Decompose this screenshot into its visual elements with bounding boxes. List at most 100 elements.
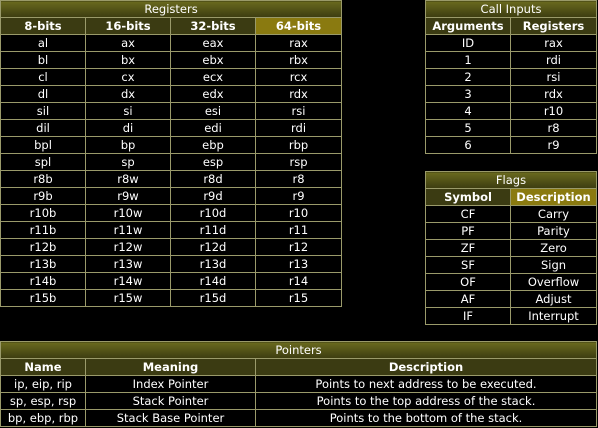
register-64bit-cell: r13: [254, 255, 343, 273]
register-row: al ax eax rax: [0, 34, 343, 52]
call-inputs-header-registers: Registers: [510, 17, 597, 35]
register-8bit-cell: r12b: [0, 238, 86, 256]
register-16bit-cell: r13w: [85, 255, 171, 273]
register-64bit-cell: rsp: [254, 153, 343, 171]
register-8bit-cell: bl: [0, 51, 86, 69]
register-row: r14b r14w r14d r14: [0, 272, 343, 290]
pointer-row: ip, eip, rip Index Pointer Points to next …: [0, 375, 598, 393]
registers-table: Registers 8-bits 16-bits 32-bits 64-bits…: [0, 0, 343, 307]
register-16bit-cell: r8w: [85, 170, 171, 188]
pointers-body: ip, eip, rip Index Pointer Points to next …: [0, 375, 598, 427]
flag-symbol-cell: SF: [425, 256, 511, 274]
register-32bit-cell: r14d: [170, 272, 256, 290]
register-row: r11b r11w r11d r11: [0, 221, 343, 239]
pointer-description-cell: Points to the bottom of the stack.: [254, 409, 598, 427]
register-row: sil si esi rsi: [0, 102, 343, 120]
pointers-title: Pointers: [0, 341, 598, 359]
call-input-register-cell: r10: [510, 102, 597, 120]
register-16bit-cell: dx: [85, 85, 171, 103]
register-row: r9b r9w r9d r9: [0, 187, 343, 205]
call-input-argument-cell: 3: [425, 85, 511, 103]
registers-header-64bits: 64-bits: [254, 17, 343, 35]
register-row: dil di edi rdi: [0, 119, 343, 137]
registers-header-16bits: 16-bits: [85, 17, 171, 35]
pointer-name-cell: bp, ebp, rbp: [0, 409, 86, 427]
register-8bit-cell: cl: [0, 68, 86, 86]
call-input-argument-cell: 4: [425, 102, 511, 120]
registers-header-8bits: 8-bits: [0, 17, 86, 35]
register-16bit-cell: r14w: [85, 272, 171, 290]
pointer-description-cell: Points to next address to be executed.: [254, 375, 598, 393]
register-8bit-cell: r14b: [0, 272, 86, 290]
pointer-meaning-cell: Stack Pointer: [85, 392, 256, 410]
register-8bit-cell: al: [0, 34, 86, 52]
pointer-name-cell: ip, eip, rip: [0, 375, 86, 393]
register-16bit-cell: si: [85, 102, 171, 120]
register-row: r12b r12w r12d r12: [0, 238, 343, 256]
register-64bit-cell: rsi: [254, 102, 343, 120]
registers-header-32bits: 32-bits: [170, 17, 256, 35]
register-64bit-cell: rbp: [254, 136, 343, 154]
register-64bit-cell: rbx: [254, 51, 343, 69]
register-16bit-cell: r12w: [85, 238, 171, 256]
flag-symbol-cell: CF: [425, 205, 511, 223]
register-row: r8b r8w r8d r8: [0, 170, 343, 188]
register-16bit-cell: bp: [85, 136, 171, 154]
register-16bit-cell: r10w: [85, 204, 171, 222]
flag-symbol-cell: AF: [425, 290, 511, 308]
register-64bit-cell: rdx: [254, 85, 343, 103]
register-8bit-cell: r10b: [0, 204, 86, 222]
flag-row: ZF Zero: [425, 239, 597, 257]
pointer-name-cell: sp, esp, rsp: [0, 392, 86, 410]
call-input-row: 5 r8: [425, 119, 597, 137]
register-32bit-cell: eax: [170, 34, 256, 52]
flag-description-cell: Overflow: [510, 273, 597, 291]
register-32bit-cell: edx: [170, 85, 256, 103]
register-16bit-cell: r9w: [85, 187, 171, 205]
flag-symbol-cell: IF: [425, 307, 511, 325]
register-row: r10b r10w r10d r10: [0, 204, 343, 222]
register-8bit-cell: r15b: [0, 289, 86, 307]
pointer-meaning-cell: Index Pointer: [85, 375, 256, 393]
call-inputs-title: Call Inputs: [425, 0, 597, 18]
register-64bit-cell: rcx: [254, 68, 343, 86]
call-input-argument-cell: 1: [425, 51, 511, 69]
register-32bit-cell: r11d: [170, 221, 256, 239]
flag-row: IF Interrupt: [425, 307, 597, 325]
register-8bit-cell: r13b: [0, 255, 86, 273]
register-8bit-cell: dl: [0, 85, 86, 103]
register-16bit-cell: r11w: [85, 221, 171, 239]
register-16bit-cell: cx: [85, 68, 171, 86]
call-input-argument-cell: 6: [425, 136, 511, 154]
register-16bit-cell: bx: [85, 51, 171, 69]
register-32bit-cell: ecx: [170, 68, 256, 86]
flag-row: PF Parity: [425, 222, 597, 240]
flag-description-cell: Carry: [510, 205, 597, 223]
register-64bit-cell: rdi: [254, 119, 343, 137]
flag-description-cell: Zero: [510, 239, 597, 257]
register-8bit-cell: r8b: [0, 170, 86, 188]
register-32bit-cell: r12d: [170, 238, 256, 256]
pointer-meaning-cell: Stack Base Pointer: [85, 409, 256, 427]
flags-body: CF Carry PF Parity ZF Zero SF Sign OF Overflow AF A…: [425, 205, 597, 325]
register-row: r13b r13w r13d r13: [0, 255, 343, 273]
call-input-register-cell: r9: [510, 136, 597, 154]
register-row: spl sp esp rsp: [0, 153, 343, 171]
pointers-table: Pointers Name Meaning Description ip, ei…: [0, 341, 598, 427]
pointers-header-name: Name: [0, 358, 86, 376]
register-16bit-cell: r15w: [85, 289, 171, 307]
register-row: cl cx ecx rcx: [0, 68, 343, 86]
register-8bit-cell: bpl: [0, 136, 86, 154]
call-input-row: 2 rsi: [425, 68, 597, 86]
register-64bit-cell: r9: [254, 187, 343, 205]
flag-description-cell: Sign: [510, 256, 597, 274]
call-input-row: 6 r9: [425, 136, 597, 154]
register-64bit-cell: r11: [254, 221, 343, 239]
register-32bit-cell: r15d: [170, 289, 256, 307]
flags-table: Flags Symbol Description CF Carry PF Parity…: [425, 171, 597, 325]
flags-title: Flags: [425, 171, 597, 189]
pointers-header-description: Description: [254, 358, 598, 376]
register-8bit-cell: r11b: [0, 221, 86, 239]
flag-row: CF Carry: [425, 205, 597, 223]
register-row: bl bx ebx rbx: [0, 51, 343, 69]
